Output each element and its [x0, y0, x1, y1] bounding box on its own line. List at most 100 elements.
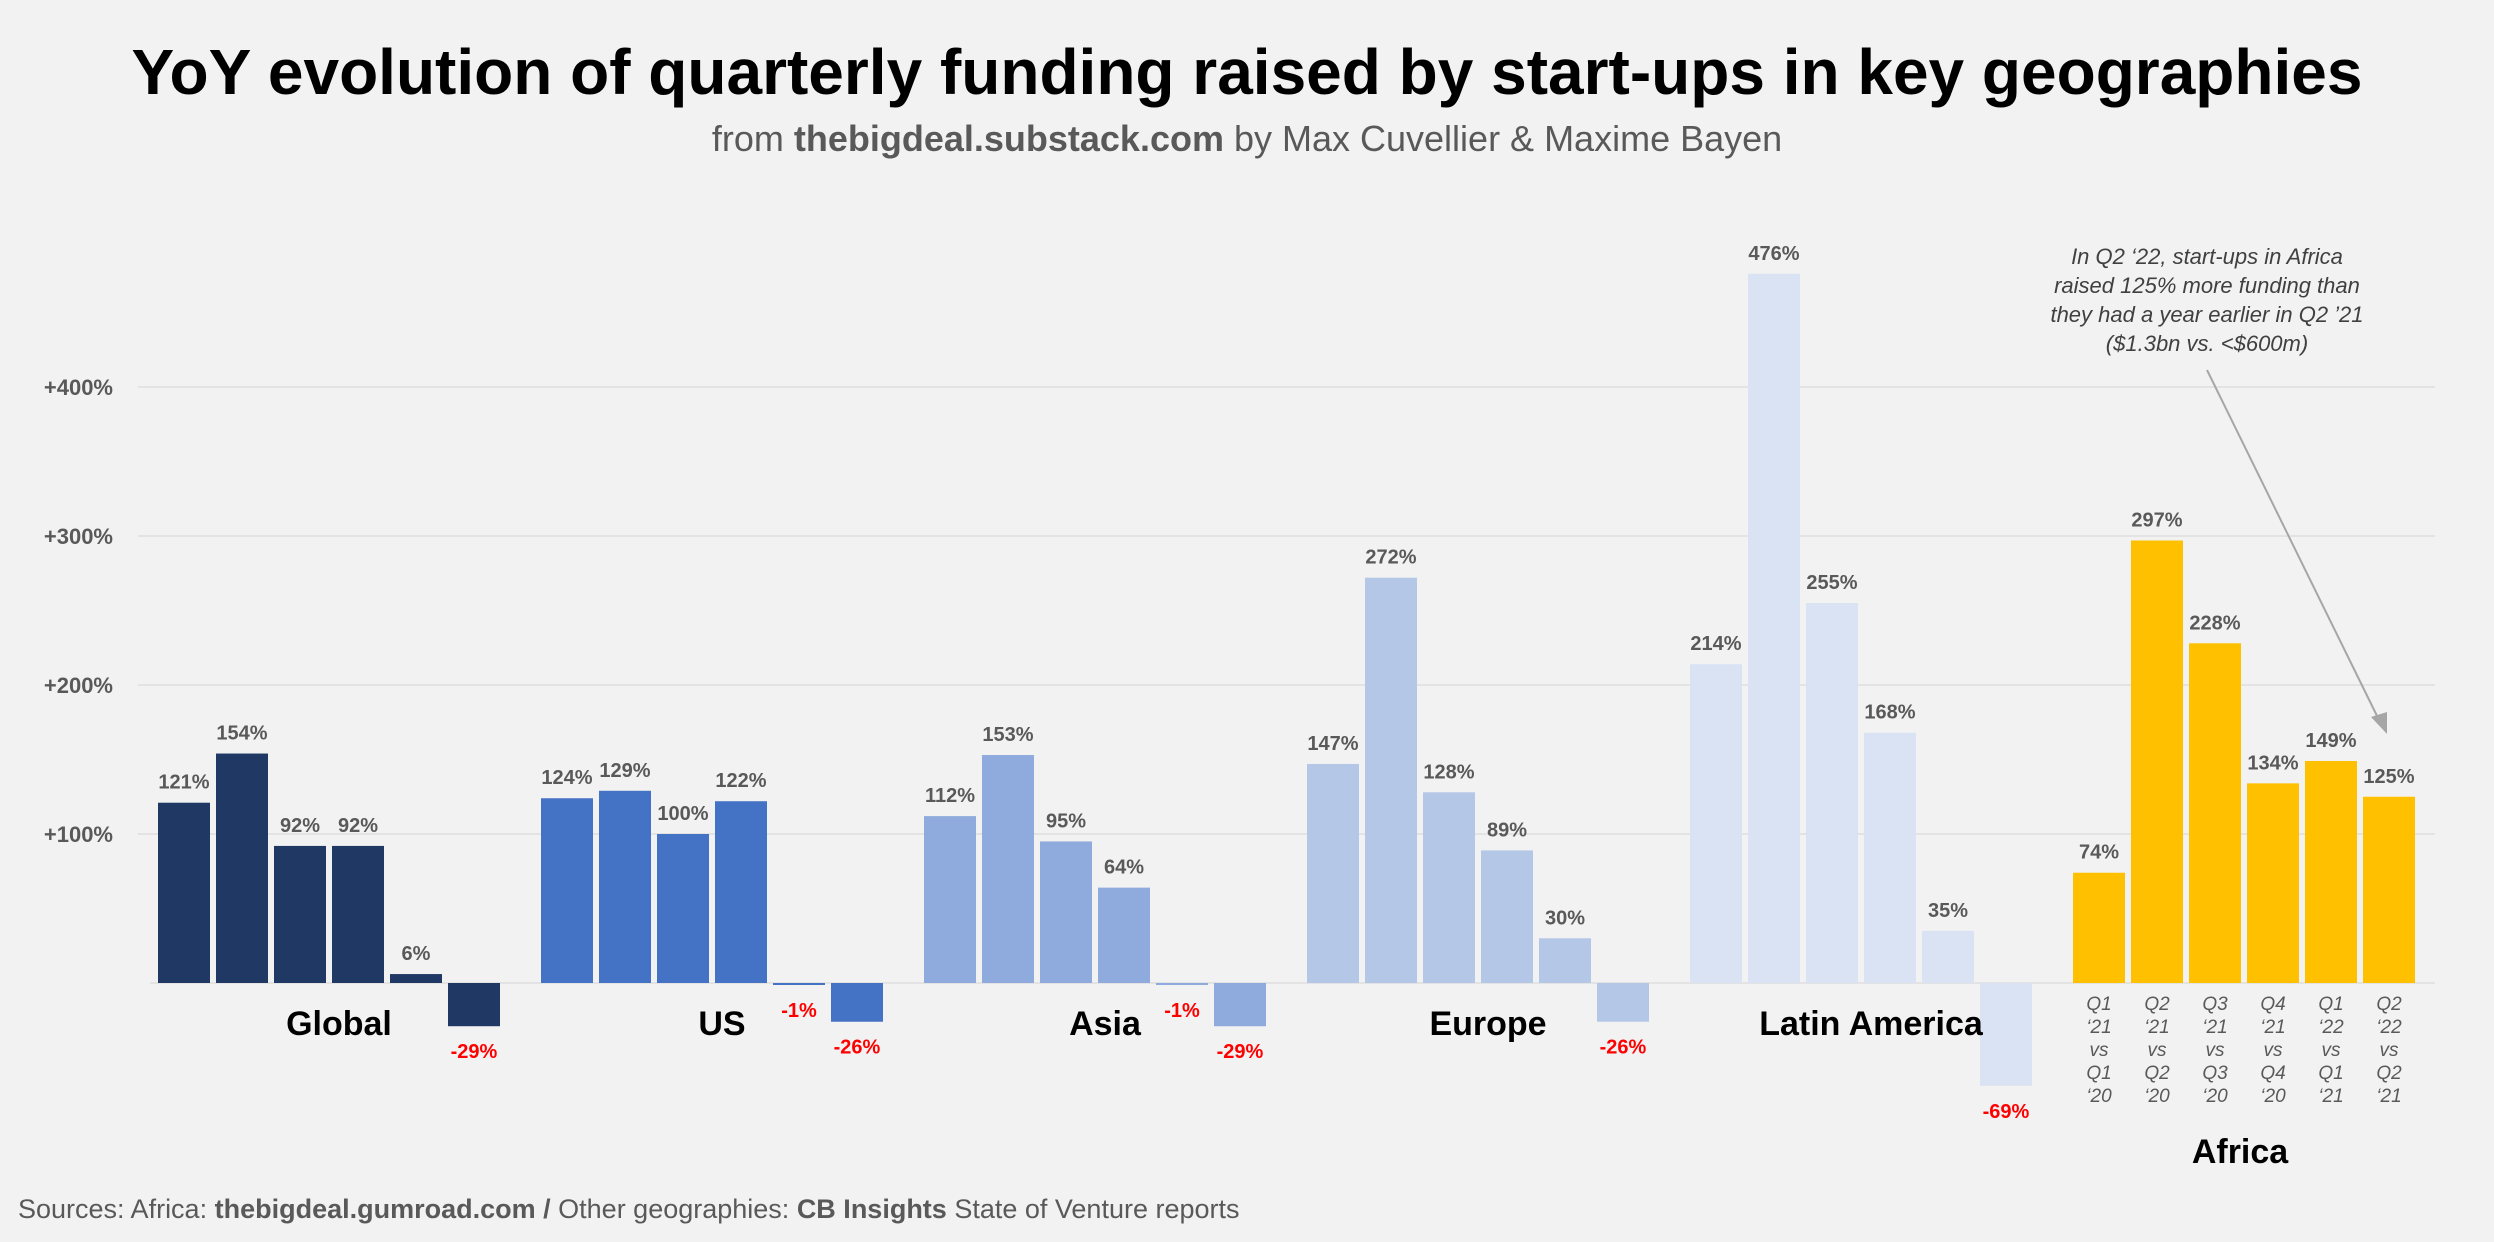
bar-africa	[2131, 540, 2183, 983]
bar-africa	[2073, 872, 2125, 983]
data-label: 297%	[2131, 509, 2182, 531]
data-label: 35%	[1928, 900, 1968, 922]
quarter-label: ‘22	[2318, 1017, 2344, 1038]
quarter-label: ‘21	[2376, 1086, 2401, 1107]
data-label: 476%	[1748, 243, 1799, 265]
bar-global	[158, 802, 210, 983]
data-label: 125%	[2363, 766, 2414, 788]
bar-asia	[982, 755, 1034, 983]
quarter-label: ‘21	[2086, 1017, 2111, 1038]
bar-asia	[1156, 983, 1208, 985]
bars	[158, 273, 2415, 1086]
quarter-label: ‘21	[2318, 1086, 2343, 1107]
bar-us	[831, 983, 883, 1022]
region-labels: Global US Asia Europe Latin America Africa	[286, 1005, 2289, 1171]
quarter-label: Q2	[2376, 994, 2402, 1015]
data-label: 92%	[280, 815, 320, 837]
annotation-line: In Q2 ‘22, start-ups in Africa	[2071, 244, 2343, 269]
quarter-label: vs	[2380, 1040, 2400, 1061]
quarter-label: Q2	[2144, 994, 2170, 1015]
annotation-arrow	[2206, 369, 2381, 723]
data-label: 100%	[657, 803, 708, 825]
data-label: 128%	[1423, 761, 1474, 783]
bar-global	[390, 974, 442, 983]
bar-europe	[1481, 850, 1533, 983]
quarter-label: ‘21	[2202, 1017, 2227, 1038]
chart-subtitle: from thebigdeal.substack.com by Max Cuve…	[712, 118, 1782, 159]
data-label: -26%	[1600, 1037, 1647, 1059]
data-label: 214%	[1690, 633, 1741, 655]
data-label: 147%	[1307, 733, 1358, 755]
bar-us	[773, 983, 825, 985]
bar-latin-america	[1864, 732, 1916, 983]
bar-europe	[1597, 983, 1649, 1022]
bar-europe	[1307, 763, 1359, 983]
bar-latin-america	[1806, 603, 1858, 983]
bar-latin-america	[1980, 983, 2032, 1086]
data-label: 129%	[599, 760, 650, 782]
bar-asia	[924, 816, 976, 983]
y-tick-label: +300%	[44, 524, 113, 549]
data-label: 112%	[925, 785, 975, 807]
bar-latin-america	[1690, 664, 1742, 983]
region-label: Europe	[1429, 1005, 1546, 1043]
sources-note: Sources: Africa: thebigdeal.gumroad.com …	[18, 1194, 1240, 1224]
bar-latin-america	[1748, 273, 1800, 983]
data-label: -1%	[1164, 1000, 1200, 1022]
gridlines	[138, 386, 2435, 984]
data-label: 168%	[1864, 702, 1915, 724]
quarter-label: ‘20	[2144, 1086, 2170, 1107]
annotation-line: they had a year earlier in Q2 ’21	[2050, 302, 2363, 327]
data-label: 30%	[1545, 907, 1585, 929]
data-label: 228%	[2189, 612, 2240, 634]
bar-europe	[1365, 577, 1417, 983]
data-label: 134%	[2247, 752, 2298, 774]
subtitle-site: thebigdeal.substack.com	[794, 118, 1224, 159]
quarter-label: vs	[2090, 1040, 2110, 1061]
quarter-label: ‘21	[2144, 1017, 2169, 1038]
data-label: 154%	[216, 723, 267, 745]
bar-global	[274, 845, 326, 983]
bar-africa	[2363, 796, 2415, 983]
y-tick-label: +400%	[44, 375, 113, 400]
quarter-label: ‘21	[2260, 1017, 2285, 1038]
bar-asia	[1040, 841, 1092, 983]
subtitle-suffix: by Max Cuvellier & Maxime Bayen	[1224, 118, 1782, 159]
bar-latin-america	[1922, 930, 1974, 983]
quarter-label: vs	[2148, 1040, 2168, 1061]
data-label: 64%	[1104, 857, 1144, 879]
data-label: 74%	[2079, 842, 2119, 864]
data-label: 153%	[982, 724, 1033, 746]
data-label: 124%	[541, 767, 592, 789]
region-label: Global	[286, 1005, 392, 1043]
quarter-label: Q3	[2202, 1063, 2228, 1084]
quarter-label: ‘20	[2260, 1086, 2286, 1107]
data-label: 95%	[1046, 810, 1086, 832]
bar-asia	[1214, 983, 1266, 1027]
data-label: -1%	[781, 1000, 817, 1022]
y-tick-label: +100%	[44, 822, 113, 847]
data-label: 92%	[338, 815, 378, 837]
quarter-label: Q2	[2144, 1063, 2170, 1084]
subtitle-prefix: from	[712, 118, 794, 159]
region-label: Africa	[2192, 1133, 2289, 1171]
quarter-label: Q1	[2318, 994, 2343, 1015]
quarter-label: vs	[2264, 1040, 2284, 1061]
data-label: 122%	[715, 770, 766, 792]
data-label: -29%	[451, 1041, 498, 1063]
bar-asia	[1098, 887, 1150, 983]
bar-global	[332, 845, 384, 983]
quarter-label: Q4	[2260, 994, 2285, 1015]
quarter-label: ‘22	[2376, 1017, 2402, 1038]
data-label: 6%	[402, 943, 431, 965]
quarter-label: Q1	[2318, 1063, 2343, 1084]
region-label: US	[698, 1005, 745, 1043]
data-label: -29%	[1217, 1041, 1264, 1063]
quarter-label: Q3	[2202, 994, 2228, 1015]
bar-africa	[2189, 643, 2241, 983]
bar-us	[715, 801, 767, 983]
bar-us	[657, 834, 709, 983]
bar-us	[541, 798, 593, 983]
arrowhead-icon	[2371, 712, 2387, 734]
bar-europe	[1539, 938, 1591, 983]
